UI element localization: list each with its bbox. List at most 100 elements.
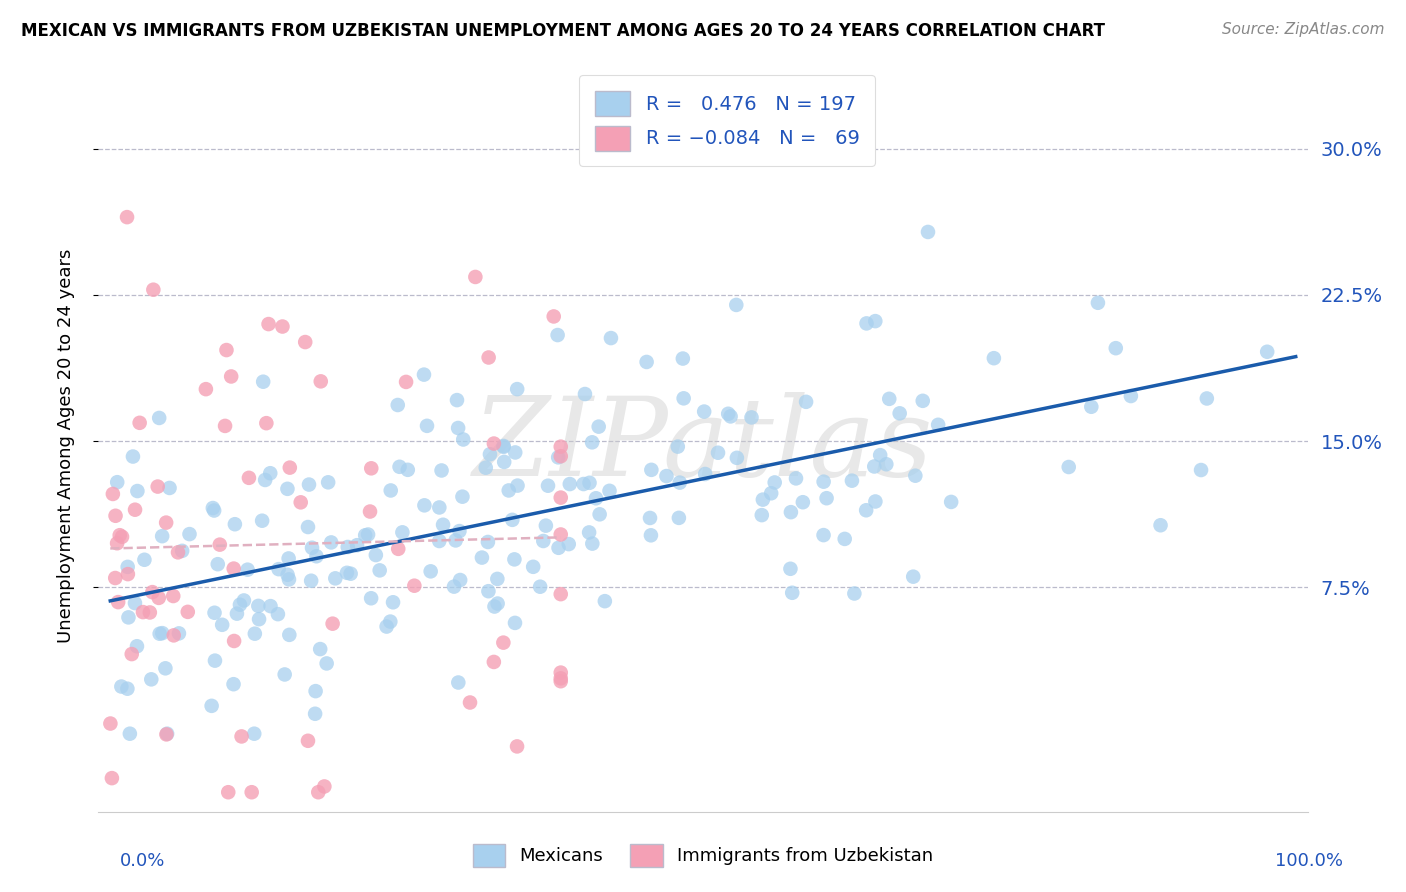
- Legend: R =   0.476   N = 197, R = −0.084   N =   69: R = 0.476 N = 197, R = −0.084 N = 69: [579, 75, 875, 166]
- Point: [346, 538, 368, 552]
- Point: [323, 571, 346, 585]
- Point: [124, 596, 146, 610]
- Point: [148, 411, 170, 425]
- Point: [254, 416, 277, 430]
- Point: [201, 501, 224, 516]
- Point: [640, 528, 662, 542]
- Point: [238, 471, 260, 485]
- Point: [666, 440, 689, 454]
- Point: [581, 435, 603, 450]
- Point: [780, 586, 803, 600]
- Point: [593, 594, 616, 608]
- Point: [267, 562, 290, 576]
- Point: [301, 541, 323, 555]
- Point: [543, 310, 565, 324]
- Point: [1080, 400, 1102, 414]
- Point: [229, 598, 252, 612]
- Point: [125, 639, 148, 653]
- Point: [477, 584, 499, 599]
- Point: [298, 477, 321, 491]
- Point: [387, 398, 409, 412]
- Point: [451, 433, 474, 447]
- Point: [413, 499, 436, 513]
- Point: [529, 580, 551, 594]
- Point: [404, 579, 426, 593]
- Point: [720, 409, 742, 424]
- Point: [506, 478, 529, 492]
- Point: [794, 394, 817, 409]
- Point: [482, 436, 505, 450]
- Point: [316, 475, 339, 490]
- Point: [172, 544, 194, 558]
- Point: [1057, 460, 1080, 475]
- Point: [204, 606, 226, 620]
- Point: [813, 475, 835, 489]
- Point: [179, 527, 201, 541]
- Point: [506, 382, 529, 396]
- Point: [148, 591, 170, 605]
- Point: [1119, 389, 1142, 403]
- Point: [250, 514, 273, 528]
- Point: [558, 477, 581, 491]
- Point: [707, 446, 730, 460]
- Point: [638, 511, 661, 525]
- Point: [451, 490, 474, 504]
- Point: [911, 393, 934, 408]
- Point: [484, 599, 506, 614]
- Point: [141, 585, 163, 599]
- Point: [276, 482, 298, 496]
- Point: [217, 785, 239, 799]
- Point: [636, 355, 658, 369]
- Point: [132, 605, 155, 619]
- Point: [177, 605, 200, 619]
- Point: [315, 657, 337, 671]
- Point: [464, 269, 486, 284]
- Point: [522, 559, 544, 574]
- Point: [254, 473, 277, 487]
- Point: [107, 595, 129, 609]
- Point: [118, 727, 141, 741]
- Point: [226, 607, 249, 621]
- Point: [375, 619, 398, 633]
- Point: [430, 463, 453, 477]
- Point: [534, 518, 557, 533]
- Point: [105, 475, 128, 490]
- Point: [834, 532, 856, 546]
- Point: [672, 351, 695, 366]
- Point: [194, 382, 217, 396]
- Point: [416, 418, 439, 433]
- Point: [432, 517, 454, 532]
- Point: [501, 513, 523, 527]
- Point: [252, 375, 274, 389]
- Point: [368, 563, 391, 577]
- Point: [204, 654, 226, 668]
- Point: [917, 225, 939, 239]
- Point: [134, 553, 156, 567]
- Point: [550, 674, 572, 689]
- Point: [588, 508, 610, 522]
- Point: [108, 528, 131, 542]
- Point: [259, 599, 281, 614]
- Point: [447, 675, 470, 690]
- Point: [486, 572, 509, 586]
- Point: [855, 503, 877, 517]
- Point: [983, 351, 1005, 366]
- Point: [550, 665, 572, 680]
- Point: [278, 460, 301, 475]
- Point: [149, 626, 172, 640]
- Point: [339, 566, 361, 581]
- Point: [267, 607, 290, 621]
- Point: [640, 463, 662, 477]
- Point: [357, 527, 380, 541]
- Point: [865, 314, 887, 328]
- Point: [449, 573, 471, 587]
- Point: [391, 525, 413, 540]
- Point: [115, 210, 138, 224]
- Point: [486, 597, 509, 611]
- Point: [588, 419, 610, 434]
- Point: [380, 615, 402, 629]
- Point: [903, 569, 925, 583]
- Point: [725, 298, 748, 312]
- Point: [104, 508, 127, 523]
- Point: [257, 317, 280, 331]
